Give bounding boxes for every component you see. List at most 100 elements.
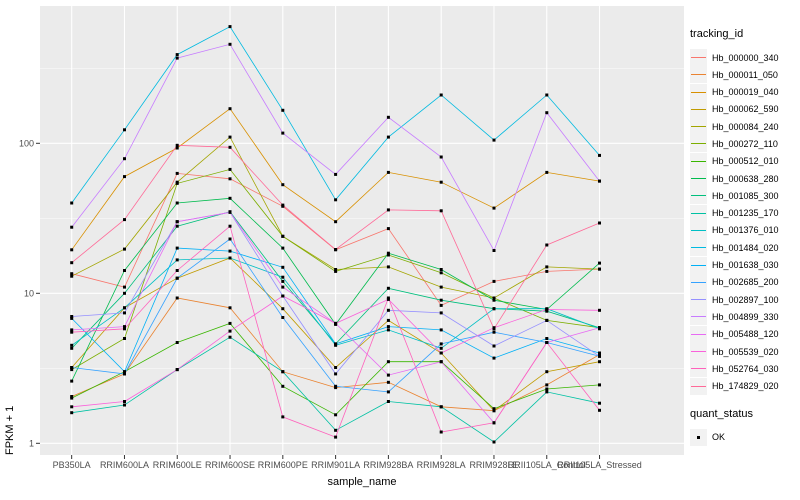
legend-key-swatch: [690, 187, 707, 205]
data-point: [334, 321, 338, 325]
data-point: [70, 328, 74, 332]
data-point: [70, 225, 74, 229]
data-point: [175, 201, 179, 205]
data-point: [439, 155, 443, 159]
data-point: [492, 330, 496, 334]
data-point: [281, 131, 285, 135]
x-tick-label: RRIM600LE: [153, 460, 202, 470]
x-tick-labels: PB350LA RRIM600LA RRIM600LE RRIM600SE RRIM60…: [53, 460, 642, 470]
data-point: [439, 180, 443, 184]
legend-item: Hb_001085_300: [690, 187, 800, 205]
data-point: [123, 291, 126, 295]
data-point: [545, 387, 549, 391]
legend-item-label: Hb_000512_010: [712, 156, 779, 167]
data-point: [228, 306, 232, 310]
data-point: [598, 351, 601, 355]
data-point: [228, 249, 232, 253]
legend-key-line-icon: [691, 299, 706, 301]
legend-key-line-icon: [691, 91, 706, 93]
data-point-markers: [70, 25, 601, 444]
data-point: [545, 390, 549, 394]
data-point: [439, 328, 443, 332]
data-point: [334, 269, 338, 273]
x-tick-label: RRIM600PE: [258, 460, 308, 470]
legend-key-swatch: [690, 135, 707, 153]
data-point: [175, 56, 179, 60]
data-point: [545, 383, 549, 387]
data-point: [334, 413, 338, 417]
data-point: [123, 372, 126, 376]
data-point: [175, 181, 179, 185]
legend-key-line-icon: [691, 143, 706, 145]
legend-item: Hb_000000_340: [690, 49, 800, 66]
series-markers-Hb_001484_020: [70, 25, 601, 205]
data-point: [598, 401, 601, 405]
legend-key-swatch: [690, 343, 707, 361]
data-point: [492, 298, 496, 302]
data-point: [492, 409, 496, 413]
data-point: [175, 143, 179, 147]
data-point: [228, 107, 232, 111]
legend-key-line-icon: [691, 126, 706, 128]
data-point: [175, 220, 179, 224]
data-point: [439, 342, 443, 346]
legend-item-label: Hb_004899_330: [712, 311, 779, 322]
quant-status-legend: quant_status OK: [690, 408, 800, 446]
data-point: [123, 325, 126, 329]
data-point: [386, 135, 390, 139]
legend-item-label: Hb_000084_240: [712, 121, 779, 132]
legend-item: Hb_000084_240: [690, 118, 800, 136]
data-point: [281, 203, 285, 207]
legend-item: Hb_001484_020: [690, 239, 800, 257]
tick-marks: [36, 142, 601, 459]
data-point: [123, 370, 126, 374]
data-point: [334, 172, 338, 176]
data-point: [228, 25, 232, 29]
legend-item-label: Hb_174829_020: [712, 381, 779, 392]
quant-status-label: OK: [712, 432, 726, 443]
data-point: [70, 315, 74, 318]
data-point: [439, 430, 443, 434]
data-point: [386, 265, 390, 269]
data-point: [175, 276, 179, 280]
data-point: [228, 135, 232, 139]
legend-item-label: Hb_001484_020: [712, 242, 779, 253]
data-point: [439, 303, 443, 307]
legend-item: Hb_001235_170: [690, 204, 800, 222]
x-tick-label: RRIM600LA: [100, 460, 149, 470]
data-point: [228, 210, 232, 214]
data-point: [545, 111, 549, 115]
x-tick-label: RRIM901LA: [311, 460, 360, 470]
data-point: [439, 346, 443, 350]
data-point: [281, 183, 285, 187]
legend-item-label: Hb_000638_280: [712, 173, 779, 184]
data-point: [492, 249, 496, 252]
legend: tracking_id Hb_000000_340 Hb_000011_050 Hb…: [690, 28, 800, 446]
legend-item: Hb_000272_110: [690, 135, 800, 153]
data-point: [123, 337, 126, 340]
data-point: [492, 421, 496, 425]
legend-key-line-icon: [691, 178, 706, 180]
legend-key-line-icon: [691, 385, 706, 387]
data-point: [70, 405, 74, 409]
legend-key-swatch: [690, 273, 707, 291]
data-point: [545, 341, 549, 344]
data-point: [439, 298, 443, 302]
x-axis-title: sample_name: [327, 476, 397, 488]
data-point: [70, 346, 74, 350]
data-point: [228, 237, 232, 241]
data-point: [545, 170, 549, 174]
data-point: [175, 224, 179, 228]
data-point: [386, 170, 390, 174]
data-point: [70, 343, 74, 347]
legend-key-swatch: [690, 221, 707, 239]
data-point: [492, 440, 496, 444]
series-markers-Hb_052764_030: [70, 224, 601, 439]
quant-status-item: OK: [690, 428, 800, 446]
y-tick-label: 10: [24, 288, 34, 298]
data-point: [492, 206, 496, 210]
legend-key-line-icon: [691, 195, 706, 197]
legend-key-swatch: [690, 152, 707, 170]
data-point: [334, 435, 338, 439]
data-point: [281, 279, 285, 283]
